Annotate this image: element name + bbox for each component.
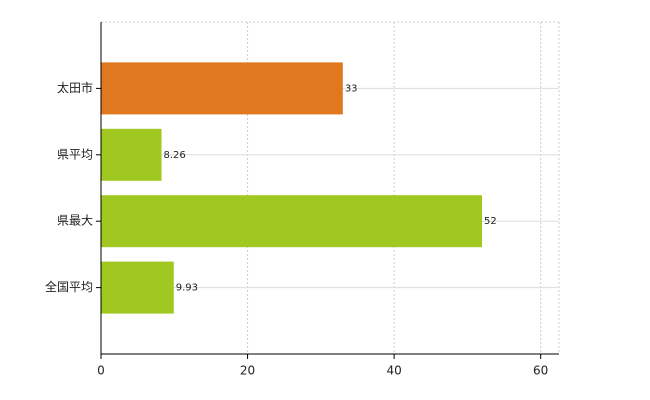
bar [101, 261, 174, 314]
y-tick-label: 太田市 [57, 80, 93, 95]
value-label: 9.93 [176, 283, 198, 294]
bar [101, 62, 343, 115]
value-label: 52 [484, 216, 497, 227]
y-tick-label: 全国平均 [45, 279, 93, 294]
x-tick-label: 40 [386, 364, 401, 378]
x-tick-label: 20 [240, 364, 255, 378]
x-tick-label: 60 [533, 364, 548, 378]
y-tick-label: 県最大 [57, 214, 93, 228]
value-label: 8.26 [164, 150, 186, 161]
bar [101, 128, 162, 181]
y-tick-label: 県平均 [57, 147, 93, 161]
x-tick-label: 0 [97, 364, 105, 378]
value-label: 33 [345, 83, 358, 94]
bar [101, 195, 483, 248]
